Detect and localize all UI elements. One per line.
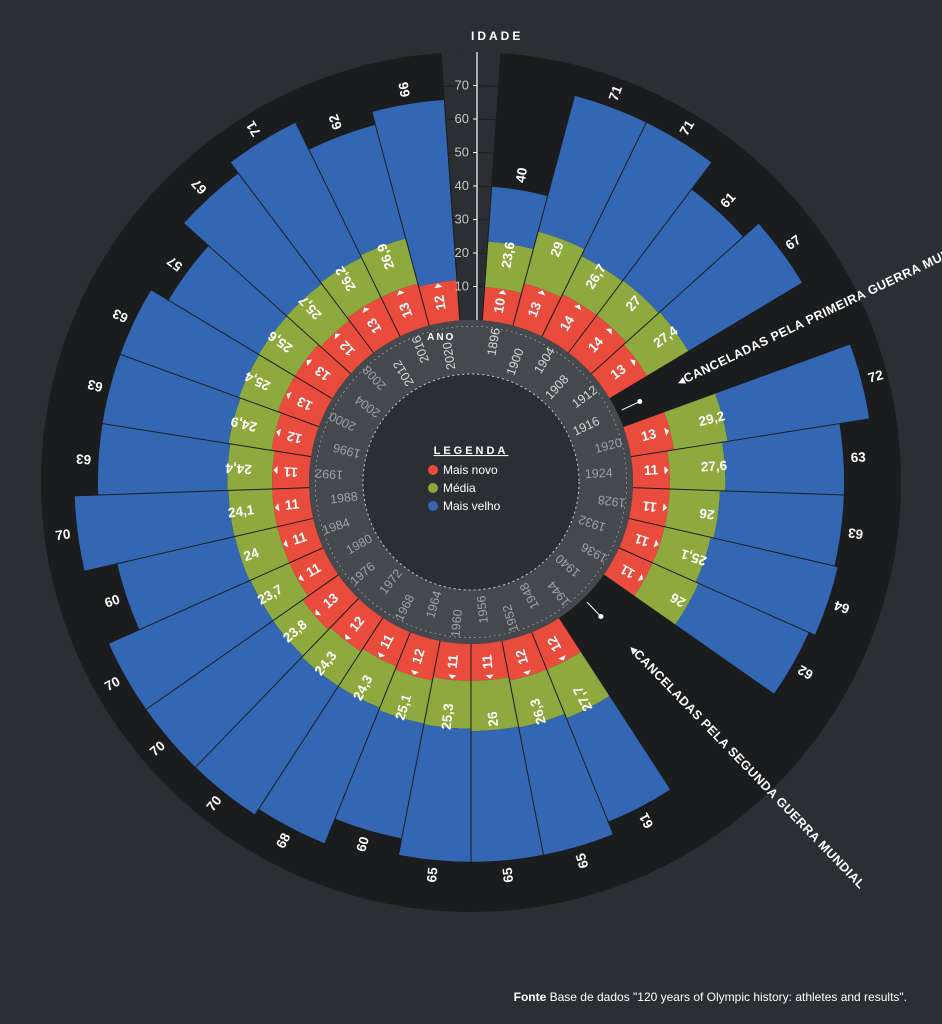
svg-text:25,3: 25,3 [439, 702, 456, 730]
svg-text:12: 12 [431, 294, 448, 311]
svg-text:1992: 1992 [315, 466, 344, 482]
svg-text:50: 50 [455, 145, 469, 160]
svg-text:65: 65 [424, 866, 440, 883]
svg-text:26: 26 [485, 710, 501, 727]
source-label: Fonte [514, 990, 547, 1004]
svg-text:20: 20 [455, 245, 469, 260]
svg-text:Mais velho: Mais velho [443, 499, 501, 513]
svg-text:40: 40 [455, 178, 469, 193]
svg-text:11: 11 [641, 498, 658, 515]
svg-text:11: 11 [643, 462, 659, 478]
svg-text:11: 11 [479, 653, 495, 669]
svg-text:1960: 1960 [448, 609, 465, 638]
svg-text:Média: Média [443, 481, 476, 495]
svg-text:63: 63 [850, 449, 866, 465]
svg-text:ANO: ANO [427, 332, 455, 343]
svg-text:10: 10 [455, 279, 469, 294]
svg-text:27,6: 27,6 [700, 458, 728, 475]
svg-text:11: 11 [283, 464, 299, 480]
svg-text:30: 30 [455, 212, 469, 227]
svg-text:11: 11 [284, 496, 301, 513]
svg-text:1924: 1924 [584, 466, 613, 482]
svg-text:Mais novo: Mais novo [443, 463, 498, 477]
svg-text:40: 40 [513, 166, 530, 183]
svg-text:63: 63 [75, 451, 91, 467]
svg-text:LEGENDA: LEGENDA [434, 445, 509, 457]
circular-bar-chart: 1896190019041908191219161920192419281932… [0, 0, 942, 1024]
source-caption: Fonte Base de dados "120 years of Olympi… [514, 990, 907, 1004]
svg-text:65: 65 [500, 866, 516, 883]
svg-text:70: 70 [455, 78, 469, 93]
svg-text:66: 66 [396, 80, 413, 98]
svg-text:60: 60 [455, 111, 469, 126]
svg-text:IDADE: IDADE [471, 29, 523, 43]
svg-text:24,4: 24,4 [225, 460, 253, 477]
svg-text:70: 70 [54, 526, 71, 543]
svg-text:1956: 1956 [474, 595, 491, 624]
svg-text:63: 63 [847, 525, 864, 542]
svg-text:11: 11 [445, 653, 461, 669]
source-text: Base de dados "120 years of Olympic hist… [550, 990, 907, 1004]
svg-text:26: 26 [698, 506, 715, 523]
svg-text:10: 10 [491, 297, 508, 314]
